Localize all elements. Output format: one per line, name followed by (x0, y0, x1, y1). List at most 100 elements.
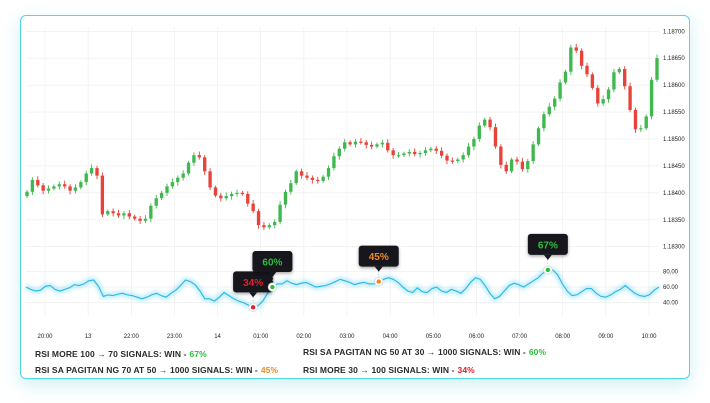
candle (170, 182, 175, 187)
candle (504, 164, 508, 172)
candle (273, 221, 277, 226)
candle (499, 146, 503, 165)
price-axis-label: 1.18400 (663, 191, 685, 197)
candle (283, 191, 288, 205)
legend-row-1: RSI MORE 100 → 70 SIGNALS: WIN -67% (35, 349, 207, 359)
candle (289, 183, 293, 192)
signal-bubble-pointer (249, 292, 258, 298)
candle (186, 162, 191, 174)
candle (68, 186, 72, 191)
candle (359, 141, 363, 143)
candle (321, 176, 325, 181)
candle (310, 177, 315, 180)
candle (639, 128, 643, 130)
candle (617, 69, 621, 73)
price-axis-label: 1.18300 (663, 245, 685, 251)
signal-bubble (233, 271, 274, 293)
legend-pct: 45% (260, 365, 279, 375)
candle (111, 211, 115, 214)
candle (553, 98, 557, 107)
candle (579, 50, 584, 66)
candle (52, 186, 56, 189)
candle (558, 82, 562, 99)
candle (267, 225, 271, 228)
candle (353, 141, 358, 145)
price-axis-label: 1.18450 (663, 164, 685, 170)
signal-bubble-pointer (268, 272, 277, 278)
rsi-axis-label: 80.00 (663, 269, 679, 275)
candle (585, 65, 589, 75)
candle (116, 213, 121, 216)
signal-bubble (358, 245, 399, 267)
candle (63, 184, 67, 187)
candle (251, 203, 255, 212)
price-axis-label: 1.18500 (663, 137, 685, 143)
candle (596, 87, 600, 104)
candle (531, 144, 535, 162)
candle (477, 125, 481, 139)
time-axis-label: 01:00 (253, 334, 269, 340)
candle (402, 153, 406, 156)
candle (606, 89, 611, 100)
candle (623, 69, 627, 87)
signal-bubble-pointer (543, 254, 552, 260)
candle (316, 179, 320, 182)
candle (149, 205, 153, 219)
rsi-line-glow (24, 267, 661, 310)
time-axis-label: 22:00 (124, 334, 140, 340)
candle (229, 193, 234, 197)
signal-bubble-pointer (374, 266, 383, 272)
candle (235, 192, 239, 195)
candle (41, 185, 45, 191)
legend-text: RSI MORE 30 → 100 SIGNALS: WIN - (303, 365, 455, 375)
candle (73, 187, 78, 191)
candle (278, 204, 282, 222)
time-axis-label: 02:00 (296, 334, 312, 340)
candle (143, 218, 148, 221)
signal-marker-dot (545, 267, 551, 273)
legend-row-4: RSI MORE 30 → 100 SIGNALS: WIN -34% (303, 365, 475, 375)
candle (655, 58, 659, 80)
candle (569, 47, 573, 72)
signal-label: 45% (369, 252, 389, 263)
candle (644, 116, 648, 129)
time-axis-label: 07:00 (512, 334, 528, 340)
time-axis-label: 14 (214, 334, 221, 340)
candle (612, 72, 616, 90)
candle (203, 157, 207, 172)
legend-text: RSI SA PAGITAN NG 70 AT 50 → 1000 SIGNAL… (35, 365, 258, 375)
candle (133, 216, 137, 219)
candle (57, 184, 61, 187)
candle (332, 156, 336, 169)
candle (375, 144, 379, 147)
candle (159, 192, 164, 199)
candle (434, 148, 438, 151)
candle (488, 119, 492, 128)
candle (127, 213, 131, 217)
legend-pct: 60% (528, 347, 547, 357)
candle (429, 148, 433, 151)
time-axis-label: 09:00 (598, 334, 614, 340)
signal-marker-dot (376, 279, 381, 284)
trading-chart-card: 1.18700 1.18650 1.18600 1.18550 1.18500 1.184… (20, 15, 690, 379)
candle (439, 150, 444, 156)
candle (213, 187, 218, 196)
candle (380, 142, 385, 145)
candle (46, 188, 51, 191)
price-axis-label: 1.18350 (663, 218, 685, 224)
candle (536, 128, 541, 145)
candle (305, 175, 309, 178)
candle (192, 155, 196, 163)
candle (84, 173, 88, 183)
candle (181, 173, 185, 178)
price-axis-label: 1.18600 (663, 83, 685, 89)
signal-bubble (527, 233, 568, 255)
candle (79, 182, 83, 188)
candle (219, 195, 223, 199)
chart-canvas[interactable]: 1.18700 1.18650 1.18600 1.18550 1.18500 1.184… (21, 16, 689, 378)
candle (208, 171, 212, 188)
candle (36, 179, 40, 186)
candle (601, 99, 605, 104)
candle (628, 86, 632, 110)
candle (456, 159, 460, 162)
